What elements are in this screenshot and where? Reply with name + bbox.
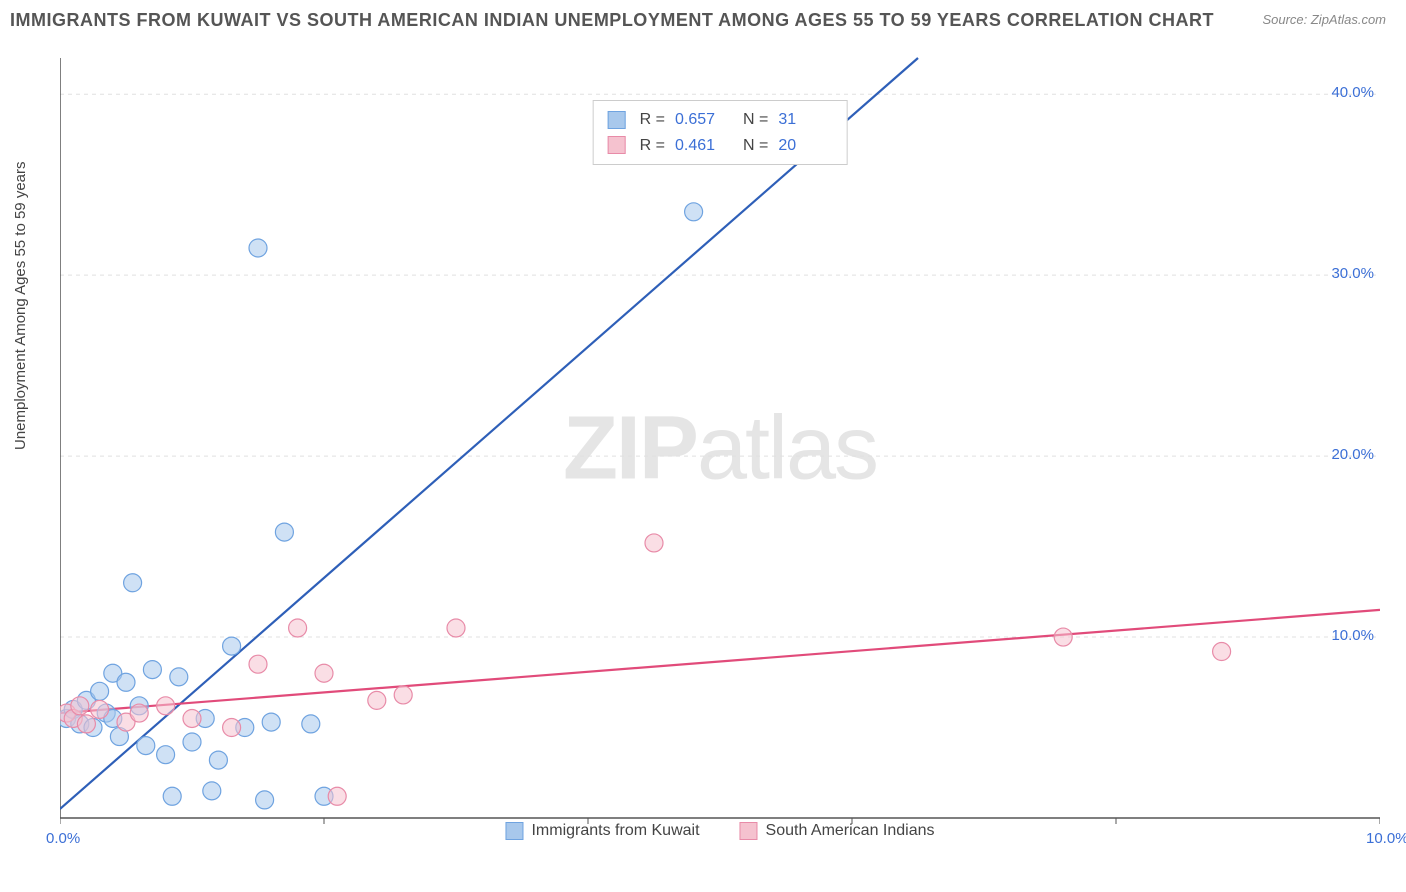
y-tick-label: 10.0% xyxy=(1331,627,1374,644)
series-legend: Immigrants from Kuwait South American In… xyxy=(505,822,934,840)
r-value-1: 0.657 xyxy=(675,107,729,133)
swatch-series-2-icon xyxy=(740,822,758,840)
swatch-series-1-icon xyxy=(505,822,523,840)
series-1-name: Immigrants from Kuwait xyxy=(531,822,699,840)
r-label: R = xyxy=(640,107,665,133)
legend-row-series-1: R = 0.657 N = 31 xyxy=(608,107,833,133)
swatch-series-1 xyxy=(608,111,626,129)
correlation-legend: R = 0.657 N = 31 R = 0.461 N = 20 xyxy=(593,100,848,165)
n-label: N = xyxy=(743,133,768,159)
y-axis-label: Unemployment Among Ages 55 to 59 years xyxy=(12,161,29,450)
source-attribution: Source: ZipAtlas.com xyxy=(1262,12,1386,27)
legend-item-2: South American Indians xyxy=(740,822,935,840)
n-value-2: 20 xyxy=(778,133,832,159)
y-tick-label: 20.0% xyxy=(1331,446,1374,463)
legend-item-1: Immigrants from Kuwait xyxy=(505,822,699,840)
y-tick-label: 30.0% xyxy=(1331,265,1374,282)
swatch-series-2 xyxy=(608,136,626,154)
r-label: R = xyxy=(640,133,665,159)
n-label: N = xyxy=(743,107,768,133)
scatter-plot-svg xyxy=(60,50,1380,848)
chart-title: IMMIGRANTS FROM KUWAIT VS SOUTH AMERICAN… xyxy=(10,10,1214,31)
chart-area: ZIPatlas R = 0.657 N = 31 R = 0.461 N = … xyxy=(60,50,1380,848)
chart-container: IMMIGRANTS FROM KUWAIT VS SOUTH AMERICAN… xyxy=(0,0,1406,892)
n-value-1: 31 xyxy=(778,107,832,133)
x-tick-label: 0.0% xyxy=(46,830,80,847)
r-value-2: 0.461 xyxy=(675,133,729,159)
x-tick-label: 10.0% xyxy=(1366,830,1406,847)
series-2-name: South American Indians xyxy=(766,822,935,840)
legend-row-series-2: R = 0.461 N = 20 xyxy=(608,133,833,159)
y-tick-label: 40.0% xyxy=(1331,84,1374,101)
